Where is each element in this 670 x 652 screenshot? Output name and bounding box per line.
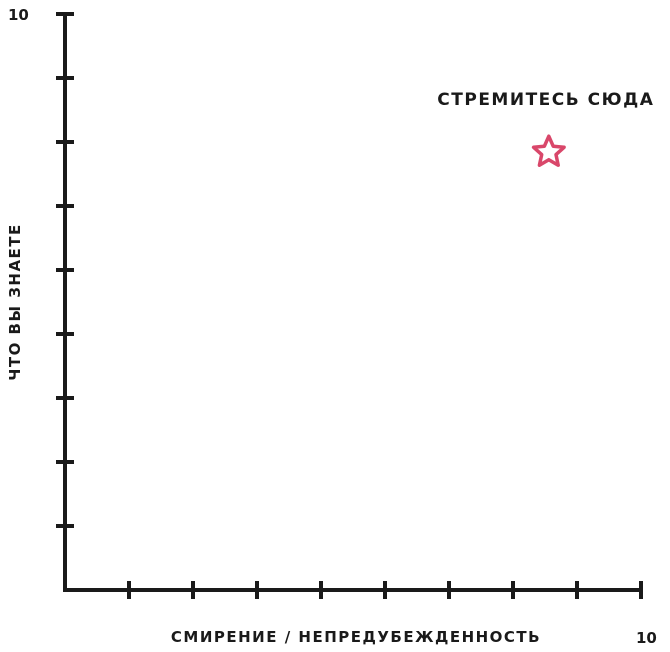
axes: [63, 12, 643, 592]
y-axis-label: ЧТО ВЫ ЗНАЕТЕ: [6, 223, 24, 381]
points: СТРЕМИТЕСЬ СЮДА: [437, 90, 654, 167]
x-ticks: [127, 581, 643, 599]
y-max-label: 10: [8, 6, 29, 24]
y-ticks: [56, 12, 74, 528]
point-label: СТРЕМИТЕСЬ СЮДА: [437, 90, 654, 110]
star-marker: [531, 134, 566, 167]
x-max-label: 10: [636, 629, 657, 647]
x-axis-label: СМИРЕНИЕ / НЕПРЕДУБЕЖДЕННОСТЬ: [171, 628, 541, 646]
